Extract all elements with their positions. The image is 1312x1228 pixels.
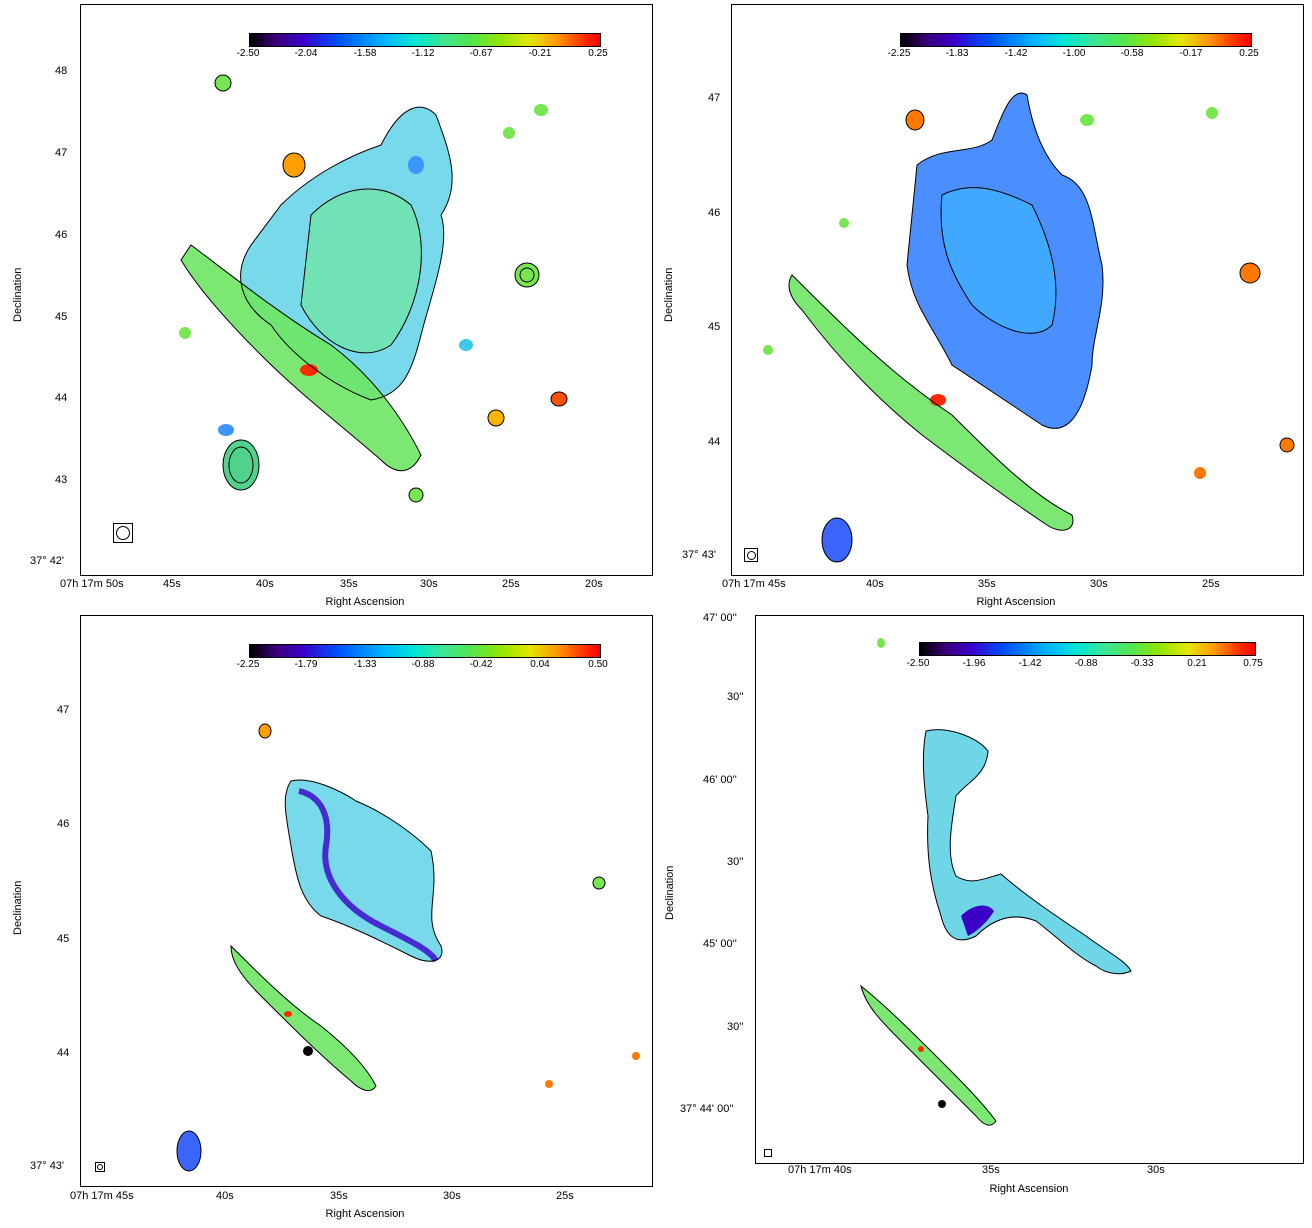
colorbar-tick: -1.33 (353, 659, 377, 670)
y-axis-label: Declination (664, 865, 676, 920)
dec-tick: 37° 43' (682, 549, 717, 561)
ra-tick: 40s (866, 578, 884, 590)
colorbar-tick: -0.67 (469, 48, 493, 59)
ra-tick: 35s (330, 1190, 348, 1202)
colorbar-tick: -1.00 (1062, 48, 1086, 59)
colorbar-tick: -1.42 (1004, 48, 1028, 59)
colorbar-tick: -1.79 (294, 659, 318, 670)
map-image (763, 92, 1295, 563)
dec-tick: 46 (708, 207, 721, 219)
ra-tick: 30s (1147, 1164, 1165, 1176)
dec-tick: 44 (708, 436, 721, 448)
dec-tick: 47 (57, 704, 70, 716)
dec-tick: 37° 44' 00'' (680, 1103, 734, 1115)
ra-tick: 07h 17m 40s (788, 1164, 852, 1176)
dec-tick: 47 (708, 92, 721, 104)
beam-marker (744, 548, 758, 562)
colorbar-tick: 0.75 (1243, 658, 1263, 669)
x-axis-label: Right Ascension (325, 596, 405, 608)
colorbar-tick: -2.25 (887, 48, 911, 59)
colorbar-tick: -1.83 (945, 48, 969, 59)
y-axis-label: Declination (12, 880, 24, 935)
dec-tick: 44 (55, 392, 68, 404)
colorbar-tick: -1.96 (962, 658, 986, 669)
ra-tick: 25s (1202, 578, 1220, 590)
dec-tick: 47' 00'' (703, 612, 737, 624)
ra-tick: 30s (1090, 578, 1108, 590)
ra-tick: 45s (163, 578, 181, 590)
spectral-index-map (755, 615, 1304, 1164)
dec-tick: 30'' (727, 691, 744, 703)
colorbar-tick: -2.50 (236, 48, 260, 59)
x-axis-label: Right Ascension (976, 596, 1056, 608)
ra-tick: 35s (978, 578, 996, 590)
dec-tick: 48 (55, 65, 68, 77)
colorbar-tick: -2.25 (236, 659, 260, 670)
dec-tick: 45 (55, 311, 68, 323)
dec-tick: 30'' (727, 856, 744, 868)
ra-tick: 07h 17m 50s (60, 578, 124, 590)
dec-tick: 45 (57, 933, 70, 945)
colorbar-tick: -0.42 (469, 659, 493, 670)
beam-marker (113, 523, 133, 543)
colorbar-tick: -2.50 (906, 658, 930, 669)
colorbar-tick: -0.88 (1074, 658, 1098, 669)
ra-tick: 35s (982, 1164, 1000, 1176)
x-axis-label: Right Ascension (325, 1208, 405, 1220)
colorbar-tick: -1.42 (1018, 658, 1042, 669)
colorbar (900, 33, 1252, 47)
beam-marker (764, 1149, 772, 1157)
dec-tick: 37° 43' (30, 1160, 65, 1172)
dec-tick: 47 (55, 147, 68, 159)
ra-tick: 07h 17m 45s (70, 1190, 134, 1202)
colorbar-tick: -0.88 (411, 659, 435, 670)
map-image (176, 723, 640, 1172)
colorbar (249, 33, 601, 47)
colorbar (919, 642, 1256, 656)
ra-tick: 07h 17m 45s (722, 578, 786, 590)
dec-tick: 44 (57, 1047, 70, 1059)
ra-tick: 35s (340, 578, 358, 590)
x-axis-label: Right Ascension (989, 1183, 1069, 1195)
colorbar-tick: 0.25 (1239, 48, 1259, 59)
dec-tick: 30'' (727, 1021, 744, 1033)
dec-tick: 45 (708, 321, 721, 333)
colorbar-tick: -1.58 (353, 48, 377, 59)
ra-tick: 30s (420, 578, 438, 590)
colorbar-tick: 0.21 (1187, 658, 1207, 669)
colorbar-tick: -2.04 (294, 48, 318, 59)
colorbar-tick: -0.33 (1130, 658, 1154, 669)
colorbar-tick: -0.17 (1179, 48, 1203, 59)
ra-tick: 20s (585, 578, 603, 590)
dec-tick: 43 (55, 474, 68, 486)
beam-marker (95, 1162, 105, 1172)
y-axis-label: Declination (12, 267, 24, 322)
dec-tick: 46' 00'' (703, 774, 737, 786)
dec-tick: 37° 42' (30, 555, 65, 567)
ra-tick: 40s (256, 578, 274, 590)
ra-tick: 40s (216, 1190, 234, 1202)
spectral-index-map (80, 4, 653, 576)
colorbar-tick: -1.12 (411, 48, 435, 59)
map-image (860, 638, 1132, 1126)
colorbar-tick: -0.21 (528, 48, 552, 59)
dec-tick: 46 (55, 229, 68, 241)
colorbar-tick: 0.04 (530, 659, 550, 670)
colorbar-tick: 0.25 (588, 48, 608, 59)
colorbar-tick: 0.50 (588, 659, 608, 670)
ra-tick: 25s (556, 1190, 574, 1202)
dec-tick: 45' 00'' (703, 938, 737, 950)
ra-tick: 25s (502, 578, 520, 590)
colorbar (249, 644, 601, 658)
dec-tick: 46 (57, 818, 70, 830)
spectral-index-map (80, 615, 653, 1187)
ra-tick: 30s (443, 1190, 461, 1202)
colorbar-tick: -0.58 (1120, 48, 1144, 59)
spectral-index-map (731, 4, 1304, 576)
map-image (179, 74, 568, 503)
y-axis-label: Declination (663, 267, 675, 322)
